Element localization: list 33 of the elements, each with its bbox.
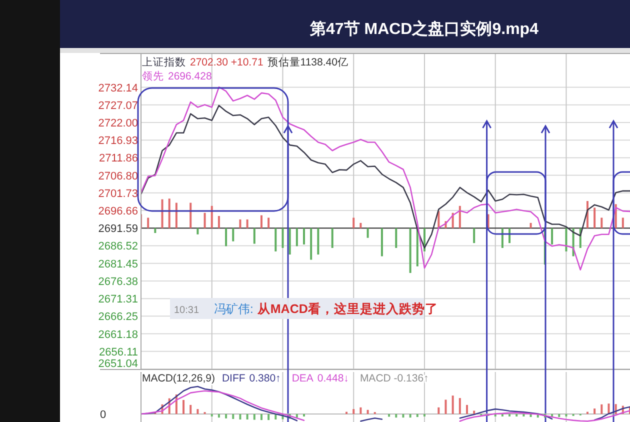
y-tick-label: 2651.04 xyxy=(98,358,138,370)
text: 领先 xyxy=(142,70,164,82)
y-tick-label: 2676.38 xyxy=(98,276,138,288)
text: 0.448↓ xyxy=(317,372,349,384)
y-tick-label: 2711.86 xyxy=(99,152,138,165)
series-label: DIFF xyxy=(222,372,246,384)
y-tick-label: 2727.07 xyxy=(98,100,138,112)
y-tick-label: 2671.31 xyxy=(98,294,138,306)
y-tick-label: 2716.93 xyxy=(98,135,138,148)
y-tick-label: 2661.18 xyxy=(98,328,138,341)
y-tick-label: 2666.25 xyxy=(98,311,138,324)
text: 上证指数 xyxy=(142,56,186,68)
y-tick-label: 2701.73 xyxy=(98,188,138,200)
annotation: 预估量1138.40亿 xyxy=(267,56,348,68)
annotation: 冯矿伟: xyxy=(214,302,254,316)
annotation: 2702.30 +10.71 xyxy=(190,56,264,68)
y-tick-label: 2681.45 xyxy=(98,258,138,270)
text: DEA xyxy=(292,372,314,384)
text: 0.380↑ xyxy=(249,372,281,384)
y-tick-label: 2706.80 xyxy=(98,170,138,182)
y-tick-label: 2656.11 xyxy=(99,346,138,358)
y-tick-label: 2691.59 xyxy=(98,223,138,236)
annotation: 从MACD看，这里是进入跌势了 xyxy=(256,301,438,316)
y-tick-label: 2696.66 xyxy=(98,206,138,218)
chart-title: MACD(12,26,9) xyxy=(142,372,215,384)
y-tick-label: 2732.14 xyxy=(98,82,138,94)
text: 0 xyxy=(100,409,106,421)
annotation: 10:31 xyxy=(174,305,200,316)
chart-title: 第47节 MACD之盘口实例9.mp4 xyxy=(309,20,539,38)
y-tick-label: 2686.52 xyxy=(98,240,138,253)
y-tick-label: 2722.00 xyxy=(98,117,138,130)
annotation: 2696.428 xyxy=(168,70,212,82)
text: MACD -0.136↑ xyxy=(360,372,429,384)
